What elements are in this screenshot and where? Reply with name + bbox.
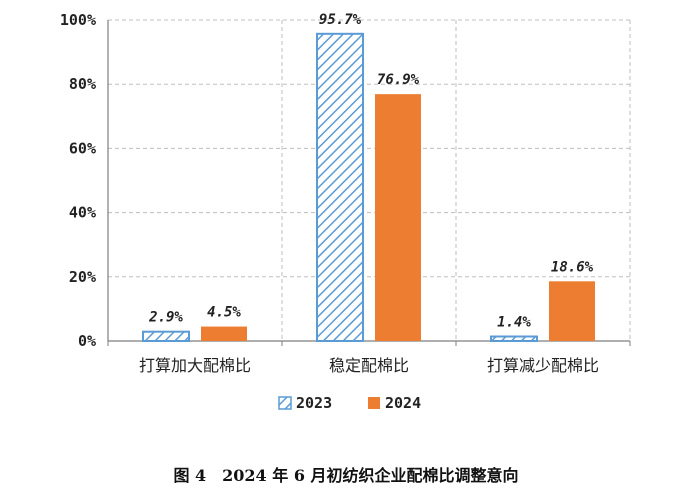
data-label: 1.4% <box>497 315 531 331</box>
data-label: 95.7% <box>319 12 362 28</box>
data-label: 4.5% <box>207 305 241 321</box>
y-tick-label: 80% <box>69 75 96 93</box>
data-label: 2.9% <box>148 310 183 326</box>
x-category-label: 打算减少配棉比 <box>487 356 599 375</box>
data-label: 18.6% <box>551 259 594 275</box>
gridlines <box>108 19 631 341</box>
legend: 2023 2024 <box>278 394 421 412</box>
bar-2023 <box>316 32 364 342</box>
legend-swatch-2023 <box>278 396 292 410</box>
y-tick-label: 100% <box>60 11 96 29</box>
bar-2024 <box>375 94 421 341</box>
bar-2024 <box>201 326 247 341</box>
y-tick-label: 20% <box>69 268 96 286</box>
data-label: 76.9% <box>377 72 420 88</box>
legend-label-2024: 2024 <box>385 394 421 412</box>
figure-caption: 图 4 2024 年 6 月初纺织企业配棉比调整意向 <box>173 466 518 485</box>
y-tick-label: 40% <box>69 204 96 222</box>
bar-2024 <box>549 281 595 341</box>
y-tick-label: 60% <box>69 139 96 157</box>
x-category-label: 稳定配棉比 <box>329 356 409 375</box>
legend-swatch-2024 <box>368 397 380 409</box>
y-tick-label: 0% <box>78 332 96 350</box>
bar-2023 <box>490 335 538 343</box>
bars <box>142 32 595 343</box>
bar-2023 <box>142 330 190 343</box>
axes: 0% 20% 40% 60% 80% 100% 打算加大配棉比 稳定配棉比 打算减少配棉比 <box>60 11 631 375</box>
data-labels: 2.9% 95.7% 1.4% 4.5% 76.9% 18.6% <box>148 12 593 331</box>
x-category-label: 打算加大配棉比 <box>139 356 251 375</box>
legend-label-2023: 2023 <box>296 394 332 412</box>
